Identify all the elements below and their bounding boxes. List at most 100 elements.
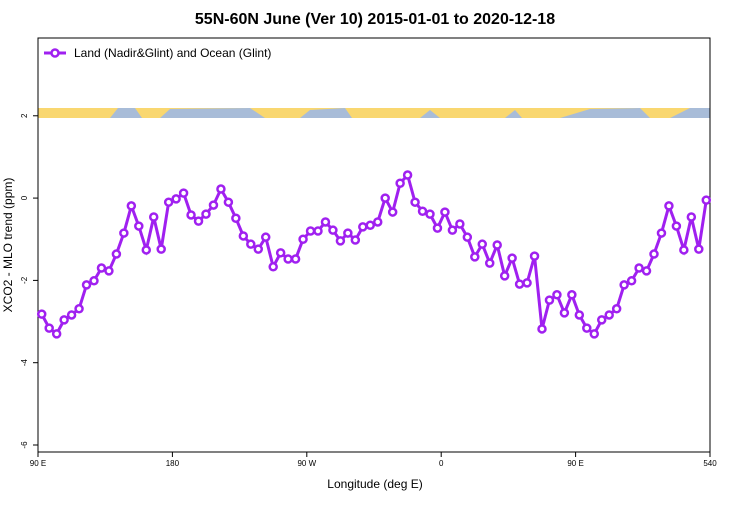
data-point xyxy=(111,249,122,259)
data-point xyxy=(335,236,346,246)
data-point xyxy=(343,228,353,238)
data-point xyxy=(410,197,420,207)
data-point xyxy=(649,249,659,259)
data-point xyxy=(596,315,607,325)
data-point xyxy=(417,206,428,217)
data-point xyxy=(171,194,181,204)
data-point xyxy=(231,213,241,224)
x-axis-label: Longitude (deg E) xyxy=(327,477,422,491)
data-point xyxy=(350,235,361,245)
data-point xyxy=(186,210,196,220)
data-point xyxy=(119,228,129,238)
data-point xyxy=(163,197,174,207)
data-point xyxy=(604,310,614,320)
data-point xyxy=(96,263,107,273)
data-point xyxy=(283,254,293,264)
data-point xyxy=(447,225,458,235)
data-point xyxy=(425,209,435,219)
data-point xyxy=(51,329,62,339)
data-point xyxy=(432,223,443,233)
data-point xyxy=(246,239,256,249)
data-point xyxy=(567,290,577,300)
data-point xyxy=(522,278,532,288)
data-point xyxy=(141,245,152,255)
data-point xyxy=(178,188,189,198)
data-point xyxy=(216,184,226,194)
data-point xyxy=(641,266,652,276)
data-point xyxy=(701,195,712,205)
data-point xyxy=(253,244,264,254)
x-tick-label: 90 E xyxy=(567,459,583,468)
data-point xyxy=(462,232,473,242)
data-point xyxy=(679,245,689,255)
data-point xyxy=(298,234,308,244)
x-tick-label: 180 xyxy=(166,459,180,468)
data-point xyxy=(328,225,338,235)
y-tick-label: -4 xyxy=(20,359,29,367)
data-point xyxy=(664,201,674,211)
data-point xyxy=(372,217,383,227)
data-point xyxy=(238,231,249,241)
plot-frame xyxy=(37,37,711,453)
legend-marker xyxy=(50,48,60,58)
y-tick-label: -6 xyxy=(20,441,29,449)
data-point xyxy=(313,226,323,236)
data-point xyxy=(686,212,697,222)
data-point xyxy=(589,329,600,339)
data-point xyxy=(440,207,450,217)
data-point xyxy=(66,310,77,320)
data-point xyxy=(694,244,704,254)
data-point xyxy=(223,197,234,207)
data-point xyxy=(320,217,331,227)
data-point xyxy=(275,248,286,258)
data-point xyxy=(582,323,592,333)
data-point xyxy=(193,216,204,226)
data-point xyxy=(395,178,405,189)
data-point xyxy=(201,209,211,219)
data-point xyxy=(470,252,480,262)
y-tick-label: 0 xyxy=(20,195,29,200)
data-point xyxy=(74,304,84,314)
data-point xyxy=(552,290,562,300)
data-point xyxy=(477,239,488,249)
y-axis-label: XCO2 - MLO trend (ppm) xyxy=(1,178,15,313)
data-point xyxy=(365,220,376,230)
data-point xyxy=(208,200,219,210)
data-point xyxy=(507,253,517,263)
data-point xyxy=(492,240,502,250)
data-point xyxy=(611,304,622,314)
data-point xyxy=(59,315,69,325)
data-point xyxy=(104,266,114,276)
data-point xyxy=(134,221,144,231)
data-point xyxy=(559,308,570,318)
y-tick-label: 2 xyxy=(20,113,29,118)
data-point xyxy=(619,280,629,290)
data-point xyxy=(290,254,301,264)
data-point xyxy=(126,201,137,211)
data-point xyxy=(260,232,271,242)
data-point xyxy=(358,222,368,232)
data-point xyxy=(514,279,525,289)
data-point xyxy=(634,263,644,273)
x-tick-label: 90 W xyxy=(297,459,316,468)
data-point xyxy=(402,170,413,180)
data-point xyxy=(148,212,159,222)
x-tick-label: 90 E xyxy=(30,459,46,468)
data-point xyxy=(268,262,278,272)
data-point xyxy=(455,219,465,229)
data-point xyxy=(671,221,682,231)
data-point xyxy=(387,207,398,217)
map-strip xyxy=(38,108,710,118)
data-point xyxy=(537,324,547,334)
data-point xyxy=(305,226,316,236)
x-tick-label: 540 xyxy=(703,459,717,468)
chart-title: 55N-60N June (Ver 10) 2015-01-01 to 2020… xyxy=(195,11,555,28)
legend-label: Land (Nadir&Glint) and Ocean (Glint) xyxy=(74,46,271,60)
data-point xyxy=(544,295,555,305)
data-point xyxy=(484,258,495,268)
data-point xyxy=(36,309,47,319)
data-point xyxy=(626,276,637,286)
data-point xyxy=(89,276,99,286)
data-point xyxy=(574,310,585,320)
